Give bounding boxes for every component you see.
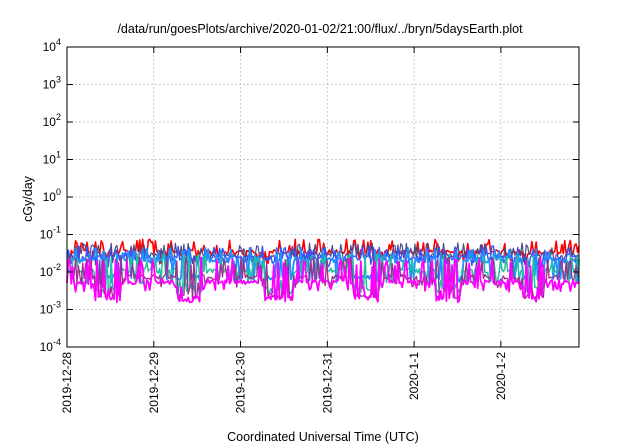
series-layer	[66, 238, 580, 304]
x-tick-label: 2019-12-31	[320, 352, 334, 414]
grid-lines	[67, 47, 579, 347]
y-tick-label: 104	[43, 37, 61, 54]
x-tick-label: 2019-12-29	[147, 352, 161, 414]
axes: 10-4 10-3 10-2 10-1 100 101 102 103 104 2019-12-2…	[40, 37, 579, 413]
y-tick-label: 10-3	[40, 300, 61, 317]
y-tick-label: 101	[43, 150, 61, 167]
x-tick-label: 2019-12-28	[60, 352, 74, 414]
x-axis-label: Coordinated Universal Time (UTC)	[227, 430, 419, 444]
y-tick-label: 10-1	[40, 225, 61, 242]
y-tick-label: 10-2	[40, 262, 61, 279]
x-tick-label: 2020-1-2	[494, 352, 508, 400]
y-tick-label: 102	[43, 112, 61, 129]
y-tick-label: 10-4	[40, 337, 61, 354]
series-line-7	[66, 256, 580, 304]
chart-title: /data/run/goesPlots/archive/2020-01-02/2…	[117, 22, 523, 36]
x-tick-label: 2019-12-30	[234, 352, 248, 414]
y-axis-label: cGy/day	[21, 176, 35, 222]
y-tick-label: 103	[43, 75, 61, 92]
x-tick-label: 2020-1-1	[407, 352, 421, 400]
y-tick-label: 100	[43, 187, 61, 204]
